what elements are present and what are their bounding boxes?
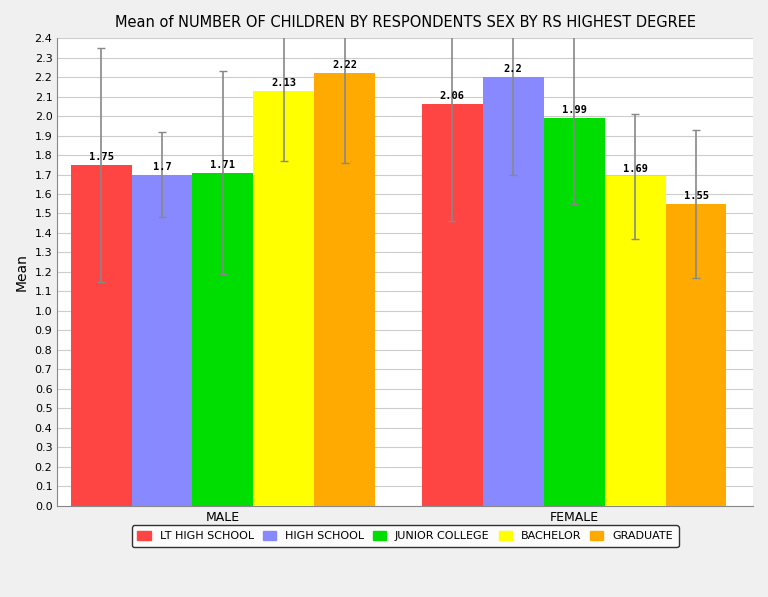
Text: 2.22: 2.22 xyxy=(333,60,357,70)
Text: 1.71: 1.71 xyxy=(210,159,236,170)
Bar xyxy=(482,77,544,506)
Bar xyxy=(131,174,193,506)
Title: Mean of NUMBER OF CHILDREN BY RESPONDENTS SEX BY RS HIGHEST DEGREE: Mean of NUMBER OF CHILDREN BY RESPONDENT… xyxy=(114,15,696,30)
Bar xyxy=(666,204,727,506)
Bar xyxy=(604,177,666,506)
Bar xyxy=(314,73,376,506)
Bar xyxy=(71,165,131,506)
Text: 1.69: 1.69 xyxy=(623,164,647,174)
Text: 1.99: 1.99 xyxy=(561,105,587,115)
Text: 2.06: 2.06 xyxy=(440,91,465,101)
Text: 1.7: 1.7 xyxy=(153,162,171,171)
Text: 1.75: 1.75 xyxy=(88,152,114,162)
Bar xyxy=(544,118,604,506)
Bar xyxy=(193,173,253,506)
Text: 2.13: 2.13 xyxy=(271,78,296,88)
Text: 2.2: 2.2 xyxy=(504,64,522,74)
Bar xyxy=(422,104,482,506)
Bar xyxy=(253,91,314,506)
Text: 1.55: 1.55 xyxy=(684,191,709,201)
Y-axis label: Mean: Mean xyxy=(15,253,29,291)
Legend: LT HIGH SCHOOL, HIGH SCHOOL, JUNIOR COLLEGE, BACHELOR, GRADUATE: LT HIGH SCHOOL, HIGH SCHOOL, JUNIOR COLL… xyxy=(132,525,679,547)
